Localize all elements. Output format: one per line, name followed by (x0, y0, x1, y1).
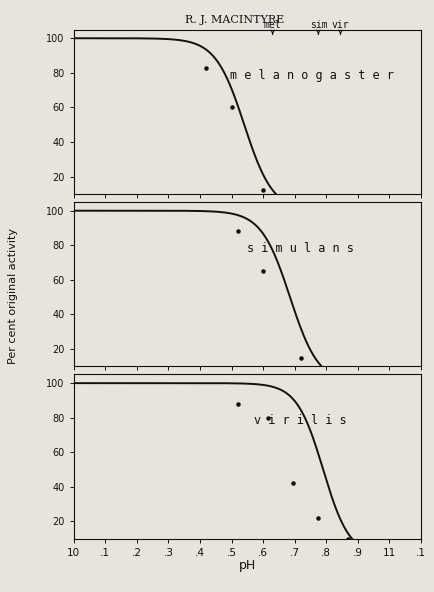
Text: R. J. MACINTYRE: R. J. MACINTYRE (185, 15, 284, 25)
Text: Per cent original activity: Per cent original activity (8, 228, 18, 364)
Text: mel: mel (264, 20, 281, 30)
Text: s i m u l a n s: s i m u l a n s (247, 242, 354, 255)
Text: v i r i l i s: v i r i l i s (254, 414, 347, 427)
Text: sim: sim (309, 20, 327, 30)
X-axis label: pH: pH (239, 559, 256, 572)
Text: vir: vir (332, 20, 349, 30)
Text: m e l a n o g a s t e r: m e l a n o g a s t e r (230, 69, 394, 82)
